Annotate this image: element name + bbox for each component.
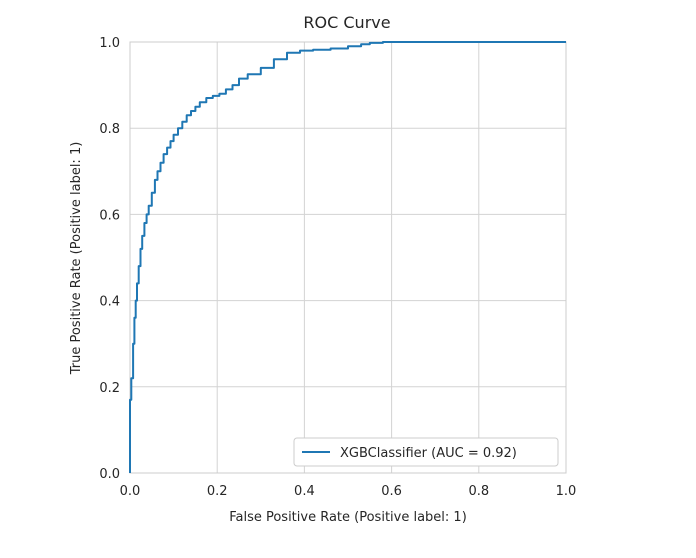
y-tick-label: 0.4 (99, 295, 120, 310)
chart-title: ROC Curve (303, 13, 390, 32)
x-tick-label: 0.4 (294, 484, 315, 499)
plot-frame (129, 41, 567, 474)
x-tick-label: 0.8 (468, 484, 489, 499)
legend-label: XGBClassifier (AUC = 0.92) (340, 446, 517, 461)
x-tick-label: 0.6 (381, 484, 402, 499)
x-axis-label: False Positive Rate (Positive label: 1) (229, 510, 467, 525)
tick-labels: 0.0 0.2 0.4 0.6 0.8 1.0 0.0 0.2 0.4 0.6 0.8 1.0 (99, 36, 576, 499)
y-tick-label: 1.0 (99, 36, 120, 51)
y-tick-label: 0.2 (99, 381, 120, 396)
y-tick-label: 0.6 (99, 208, 120, 223)
x-tick-label: 0.2 (207, 484, 228, 499)
y-axis-label: True Positive Rate (Positive label: 1) (69, 142, 84, 376)
legend-box (293, 437, 559, 467)
y-tick-label: 0.0 (99, 467, 120, 482)
x-tick-label: 1.0 (556, 484, 577, 499)
x-tick-label: 0.0 (120, 484, 141, 499)
y-tick-label: 0.8 (99, 122, 120, 137)
legend: XGBClassifier (AUC = 0.92) (293, 437, 559, 467)
roc-curve-line (129, 41, 566, 473)
